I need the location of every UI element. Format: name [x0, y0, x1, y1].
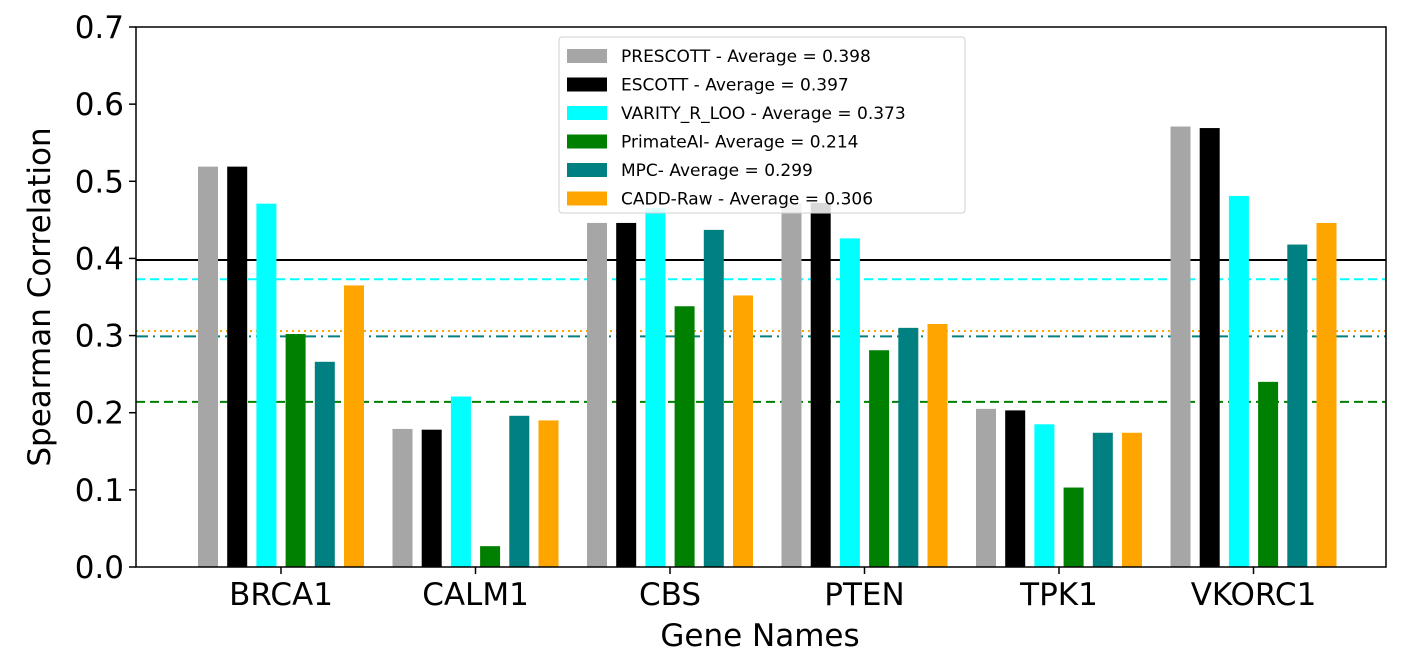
bar [869, 350, 890, 567]
plot-frame [135, 26, 1387, 568]
bar [421, 429, 442, 567]
y-tick-label: 0.4 [75, 241, 124, 277]
bar [1316, 222, 1337, 567]
bar [344, 285, 364, 567]
legend-label: VARITY_R_LOO - Average = 0.373 [621, 104, 906, 124]
bar [392, 428, 413, 567]
y-tick-label: 0.6 [75, 87, 124, 123]
y-tick-label: 0.2 [75, 396, 124, 432]
y-tick-label: 0.3 [75, 319, 124, 355]
bar [1122, 432, 1142, 567]
x-axis: BRCA1 CALM1 CBS PTEN TPK1 VKORC1 [229, 567, 1316, 613]
legend-swatch [567, 106, 607, 120]
legend-swatch [567, 191, 607, 206]
bar [1063, 487, 1084, 567]
bar [1005, 410, 1026, 567]
bar [703, 229, 724, 567]
legend: PRESCOTT - Average = 0.398 ESCOTT - Avera… [558, 36, 966, 214]
bar [1287, 244, 1308, 568]
legend-label: MPC- Average = 0.299 [621, 161, 813, 181]
bar [645, 208, 666, 568]
x-tick-label: BRCA1 [229, 577, 333, 613]
bar [1170, 126, 1191, 567]
x-tick-label: CBS [639, 577, 701, 613]
bar [198, 166, 218, 567]
legend-swatch [567, 163, 607, 177]
bars-group [198, 126, 1337, 568]
x-tick-label: PTEN [824, 577, 904, 613]
bar [1092, 432, 1113, 567]
y-axis-label: Spearman Correlation [22, 127, 58, 466]
bar [227, 166, 248, 567]
legend-swatch [567, 77, 607, 92]
bar [314, 361, 335, 567]
bar [285, 334, 306, 567]
bar [616, 222, 637, 567]
bar [480, 546, 501, 567]
legend-label: PrimateAI- Average = 0.214 [621, 133, 858, 153]
bar [1199, 128, 1220, 568]
bar [538, 420, 559, 567]
legend-box [558, 36, 966, 214]
legend-swatch [567, 49, 607, 63]
y-tick-label: 0.7 [75, 10, 124, 46]
bar [509, 415, 530, 567]
bar [674, 306, 695, 567]
x-tick-label: TPK1 [1019, 577, 1098, 613]
legend-label: ESCOTT - Average = 0.397 [621, 76, 849, 96]
legend-label: CADD-Raw - Average = 0.306 [621, 190, 873, 210]
bar [256, 203, 277, 567]
bar [781, 202, 802, 567]
x-axis-label: Gene Names [660, 618, 859, 654]
y-axis: 0.0 0.1 0.2 0.3 0.4 0.5 0.6 0.7 [75, 10, 136, 586]
bar [927, 324, 948, 567]
bar [1228, 195, 1249, 567]
legend-label: PRESCOTT - Average = 0.398 [621, 47, 871, 67]
bar [810, 202, 831, 567]
bar [976, 408, 996, 567]
bar [1034, 424, 1055, 567]
y-tick-label: 0.0 [75, 550, 124, 586]
legend-swatch [567, 134, 607, 149]
bar [733, 295, 753, 567]
x-tick-label: CALM1 [422, 577, 529, 613]
bar [898, 327, 919, 567]
bar [587, 222, 607, 567]
bar [450, 396, 471, 567]
y-tick-label: 0.1 [75, 473, 124, 509]
x-tick-label: VKORC1 [1191, 577, 1317, 613]
y-tick-label: 0.5 [75, 164, 124, 200]
bar [839, 238, 860, 567]
bar [1258, 381, 1279, 567]
